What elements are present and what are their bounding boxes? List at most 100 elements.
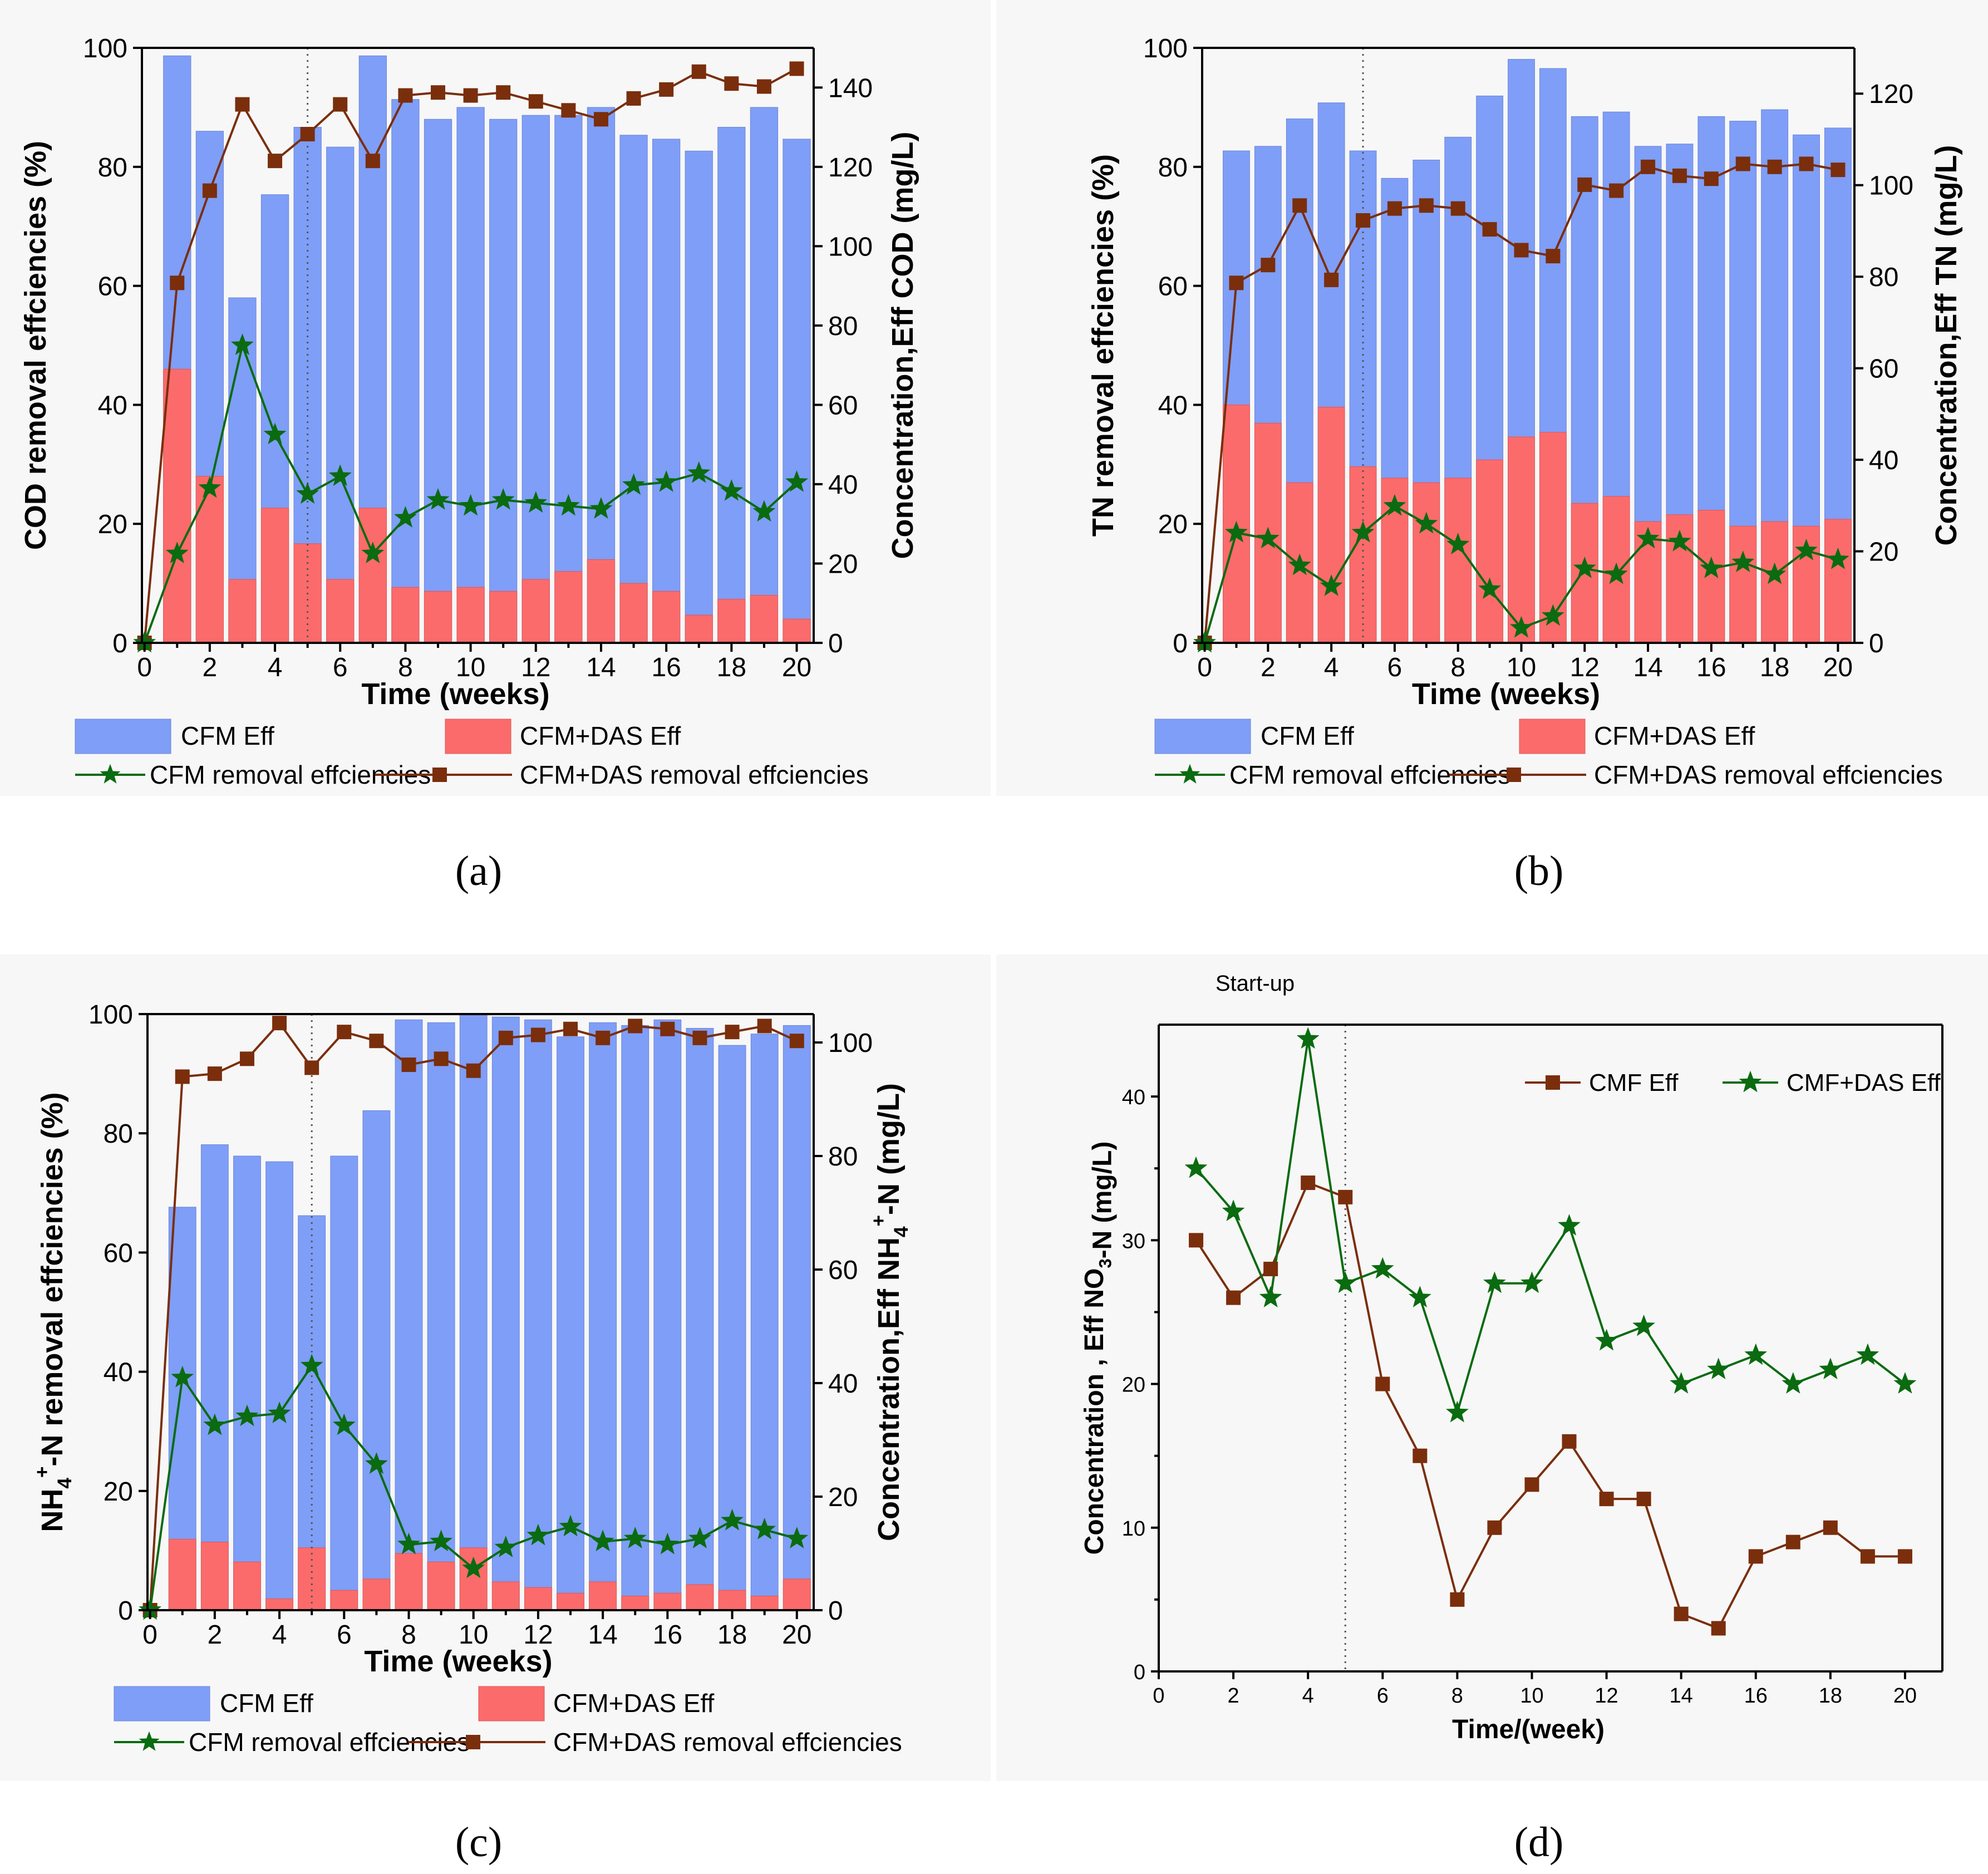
point-das-removal-week-15 [628,1019,643,1034]
point-das-removal-week-7 [1419,198,1434,213]
bar-cfm-eff-week-13 [557,1036,584,1611]
point-cfm-removal-week-19 [1795,538,1818,560]
point-das-removal-week-5 [1356,213,1371,228]
point-cfm-removal-week-2 [198,476,222,498]
point-cfm-removal-week-2 [203,1413,227,1435]
point-cmf-eff-week-17 [1785,1534,1800,1550]
legend-label-cmf-eff: CMF Eff [1589,1069,1679,1096]
point-cmf-das-eff-week-16 [1744,1343,1768,1365]
y-right-tick-label: 80 [1869,263,1898,292]
y-right-axis-label: Concentration,Eff COD (mg/L) [886,132,919,559]
x-tick-label: 16 [653,1620,682,1650]
legend-swatch-cfm-eff [114,1686,210,1721]
bar-cfm-eff-week-18 [717,127,746,643]
bar-das-eff-week-16 [653,1592,682,1611]
x-tick-label: 18 [1760,653,1789,682]
point-cfm-removal-week-4 [1320,574,1343,596]
point-das-removal-week-9 [431,85,446,100]
point-cfm-removal-week-18 [720,479,743,501]
x-tick-label: 0 [137,653,152,682]
point-cmf-das-eff-week-3 [1259,1286,1282,1307]
legend-label-cfm-eff: CFM Eff [1261,721,1354,750]
point-das-removal-week-12 [1577,177,1592,192]
point-das-removal-week-3 [235,97,250,112]
point-cfm-removal-week-17 [1731,550,1755,573]
point-cfm-removal-week-20 [785,1527,809,1548]
point-cfm-removal-week-19 [753,1517,776,1539]
point-das-removal-week-3 [239,1051,254,1066]
point-cmf-eff-week-9 [1487,1520,1502,1535]
y-left-tick-label: 80 [1158,153,1188,183]
point-cmf-das-eff-week-12 [1595,1329,1618,1351]
point-das-removal-week-8 [398,88,413,103]
point-das-removal-week-5 [300,127,315,142]
point-cmf-eff-week-5 [1338,1189,1353,1204]
bar-cfm-eff-week-3 [233,1155,261,1611]
y-left-tick-label: 20 [98,510,127,539]
x-tick-label: 14 [586,653,616,682]
point-cmf-eff-week-2 [1226,1290,1241,1305]
legend-swatch-cfm-eff [75,719,171,754]
point-das-removal-week-18 [1767,159,1782,174]
x-tick-label: 14 [588,1620,617,1650]
y-right-tick-label: 80 [828,1142,858,1172]
y-left-tick-label: 80 [98,153,127,183]
bar-das-eff-week-4 [260,508,289,643]
bar-cfm-eff-week-11 [489,119,518,643]
point-cfm-removal-week-4 [268,1401,291,1423]
panel-c: 0 2 4 6 8 10 12 14 16 18 20 0 20 40 60 80 100 0 20 40 60 80 10… [0,955,991,1866]
bar-das-eff-week-18 [1761,521,1789,643]
point-das-removal-week-14 [596,1030,611,1045]
legend-label-das-removal: CFM+DAS removal effciencies [1594,760,1943,789]
x-tick-label: 18 [1819,1684,1842,1708]
point-cfm-removal-week-18 [721,1508,744,1531]
bar-das-eff-week-14 [1634,521,1662,643]
bar-cfm-eff-week-6 [326,146,355,643]
y-right-tick-label: 100 [828,232,873,262]
bar-das-eff-week-13 [557,1592,584,1611]
point-cfm-removal-week-14 [589,497,613,519]
x-tick-label: 8 [1450,653,1465,682]
y-right-tick-label: 20 [828,1483,858,1512]
point-das-removal-week-15 [1672,168,1687,183]
legend-marker-das-removal [466,1735,480,1749]
panel-d: Start-up 0 2 4 6 8 10 12 14 16 18 20 0 10 20 30 40 Time/(… [996,955,1988,1866]
legend-swatch-das-eff [478,1686,545,1721]
x-tick-label: 6 [333,653,348,682]
y-right-tick-label: 80 [828,312,858,341]
y-right-tick-label: 40 [1869,446,1898,475]
legend-marker-cmf-eff [1546,1075,1560,1090]
point-cfm-removal-week-13 [557,494,580,516]
point-das-removal-week-17 [692,1030,707,1045]
point-das-removal-week-2 [1261,258,1276,273]
bar-das-eff-week-2 [200,1542,229,1611]
legend-marker-cmf-das-eff [1739,1070,1762,1093]
bar-cfm-eff-week-10 [456,107,485,643]
point-cfm-removal-week-12 [526,1523,550,1546]
bar-das-eff-week-3 [233,1561,261,1611]
point-das-removal-week-13 [563,1021,578,1036]
x-tick-label: 16 [1744,1684,1768,1708]
point-das-removal-week-16 [660,1021,675,1036]
x-tick-label: 20 [782,653,811,682]
x-tick-label: 2 [208,1620,223,1650]
x-tick-label: 12 [1570,653,1600,682]
point-cmf-eff-week-20 [1897,1549,1912,1564]
point-das-removal-week-16 [1704,171,1719,186]
legend-marker-cfm-removal [100,764,121,784]
bar-das-eff-week-11 [489,591,518,643]
point-cmf-das-eff-week-5 [1333,1271,1357,1293]
bar-das-eff-week-8 [395,1553,423,1611]
bar-das-eff-week-7 [362,1578,391,1611]
x-tick-label: 14 [1670,1684,1693,1708]
y-left-tick-label: 60 [1158,272,1188,302]
panel-caption: (c) [455,1819,502,1866]
point-cfm-removal-week-7 [365,1452,388,1474]
x-tick-label: 4 [272,1620,287,1650]
point-cfm-removal-week-9 [426,488,450,510]
x-tick-label: 16 [651,653,681,682]
x-tick-label: 14 [1633,653,1662,682]
startup-annotation: Start-up [1216,971,1295,996]
y-tick-label: 40 [1122,1086,1145,1109]
